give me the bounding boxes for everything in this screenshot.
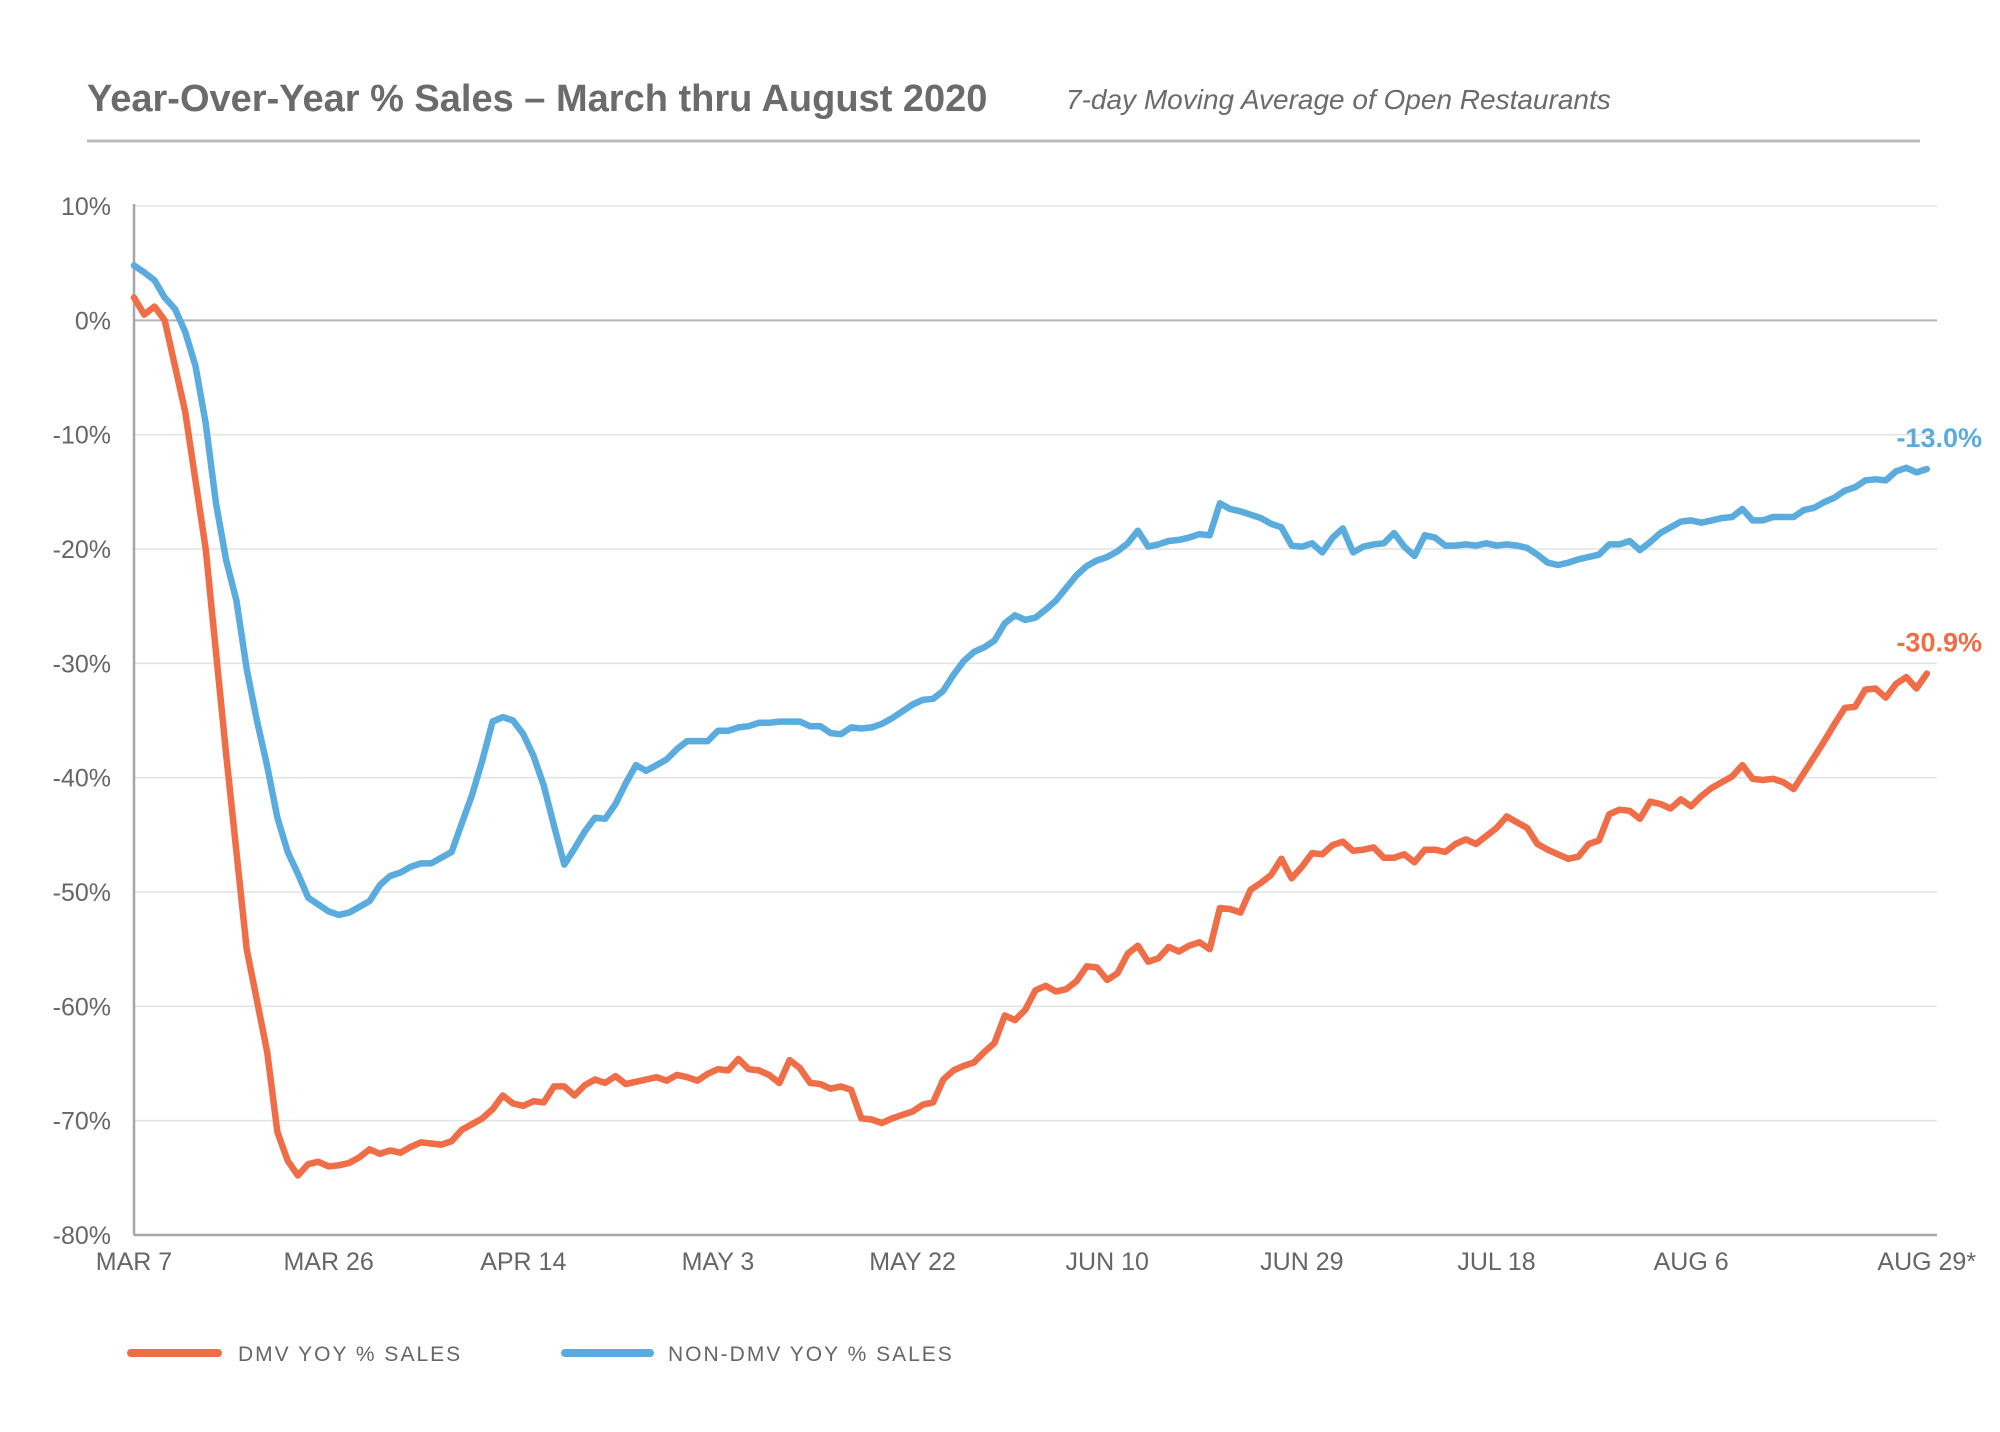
series-line-non-dmv bbox=[130, 262, 1931, 919]
chart-header: Year-Over-Year % Sales – March thru Augu… bbox=[87, 78, 1920, 143]
y-tick-label: -70% bbox=[53, 1108, 111, 1136]
x-tick-label: AUG 6 bbox=[1654, 1248, 1729, 1276]
y-tick-label: -80% bbox=[53, 1222, 111, 1250]
series-lines bbox=[130, 262, 1931, 1179]
x-tick-label: JUN 10 bbox=[1066, 1248, 1149, 1276]
axes bbox=[132, 204, 1937, 1237]
end-label-dmv: -30.9% bbox=[1896, 628, 1982, 658]
y-tick-label: 10% bbox=[61, 193, 111, 221]
end-label-non-dmv: -13.0% bbox=[1896, 423, 1982, 453]
y-tick-label: 0% bbox=[75, 307, 111, 335]
y-tick-label: -10% bbox=[53, 422, 111, 450]
x-tick-label: AUG 29* bbox=[1877, 1248, 1976, 1276]
series-line-dmv bbox=[130, 294, 1931, 1179]
chart-title: Year-Over-Year % Sales – March thru Augu… bbox=[87, 78, 987, 120]
x-tick-label: MAY 22 bbox=[869, 1248, 956, 1276]
y-axis-tick-labels: 10% 0% -10% -20% -30% -40% -50% -60% -70% -80% bbox=[53, 193, 111, 1250]
x-tick-label: JUN 29 bbox=[1260, 1248, 1343, 1276]
y-tick-label: -60% bbox=[53, 993, 111, 1021]
x-tick-label: APR 14 bbox=[480, 1248, 566, 1276]
x-tick-label: MAR 26 bbox=[283, 1248, 373, 1276]
end-labels: -13.0% -30.9% bbox=[1896, 423, 1982, 658]
legend-label-dmv: DMV YOY % SALES bbox=[238, 1343, 462, 1366]
grid-lines bbox=[134, 205, 1937, 1236]
y-tick-label: -30% bbox=[53, 650, 111, 678]
legend: DMV YOY % SALES NON-DMV YOY % SALES bbox=[127, 1343, 954, 1366]
chart-subtitle: 7-day Moving Average of Open Restaurants bbox=[1066, 84, 1611, 115]
x-tick-label: MAY 3 bbox=[682, 1248, 755, 1276]
y-tick-label: -20% bbox=[53, 536, 111, 564]
x-tick-label: MAR 7 bbox=[96, 1248, 172, 1276]
x-axis-tick-labels: MAR 7 MAR 26 APR 14 MAY 3 MAY 22 JUN 10 JUN 29… bbox=[96, 1248, 1977, 1276]
x-tick-label: JUL 18 bbox=[1457, 1248, 1535, 1276]
y-tick-label: -50% bbox=[53, 879, 111, 907]
legend-label-non-dmv: NON-DMV YOY % SALES bbox=[668, 1343, 954, 1366]
y-tick-label: -40% bbox=[53, 765, 111, 793]
